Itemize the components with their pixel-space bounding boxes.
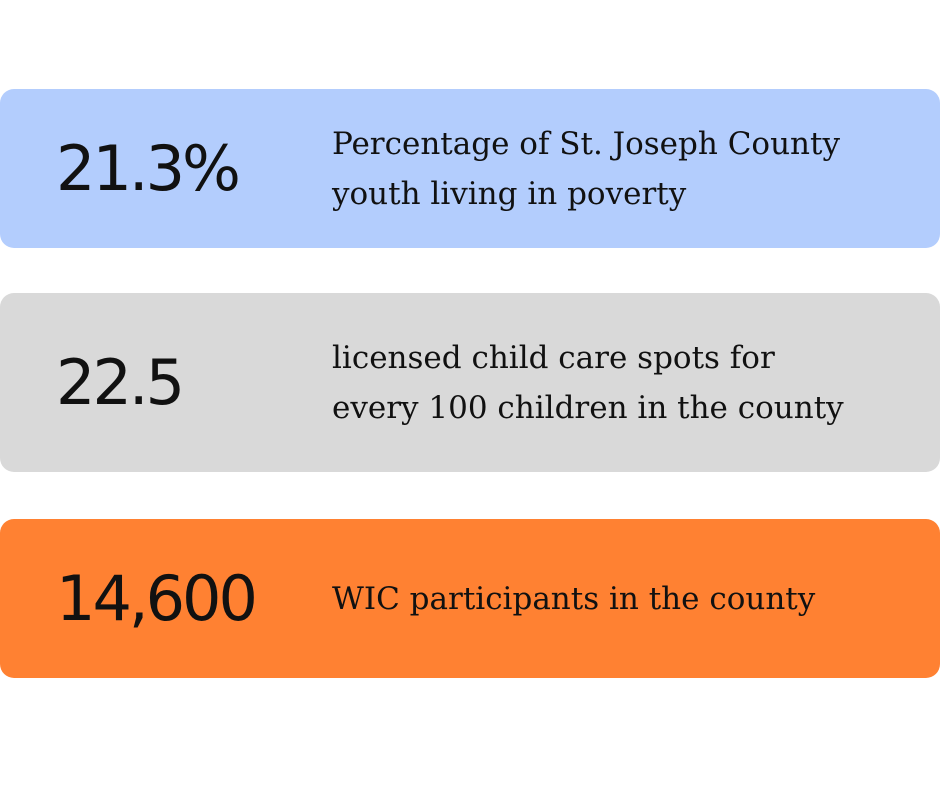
- stat-description-line: every 100 children in the county: [332, 389, 844, 426]
- stat-value: 21.3%: [56, 131, 241, 205]
- stat-description-line: WIC participants in the county: [332, 580, 816, 617]
- stat-card-child-care: 22.5 licensed child care spots for every…: [0, 293, 940, 472]
- stat-card-wic: 14,600 WIC participants in the county: [0, 519, 940, 678]
- stat-description: licensed child care spots for every 100 …: [332, 333, 922, 433]
- stat-value: 14,600: [56, 561, 258, 635]
- stat-card-youth-poverty: 21.3% Percentage of St. Joseph County yo…: [0, 89, 940, 248]
- stat-description: Percentage of St. Joseph County youth li…: [332, 119, 922, 219]
- stat-value: 22.5: [56, 345, 185, 419]
- stat-description-line: licensed child care spots for: [332, 339, 775, 376]
- stat-description-line: youth living in poverty: [332, 175, 687, 212]
- stat-description-line: Percentage of St. Joseph County: [332, 125, 840, 162]
- stat-description: WIC participants in the county: [332, 574, 922, 624]
